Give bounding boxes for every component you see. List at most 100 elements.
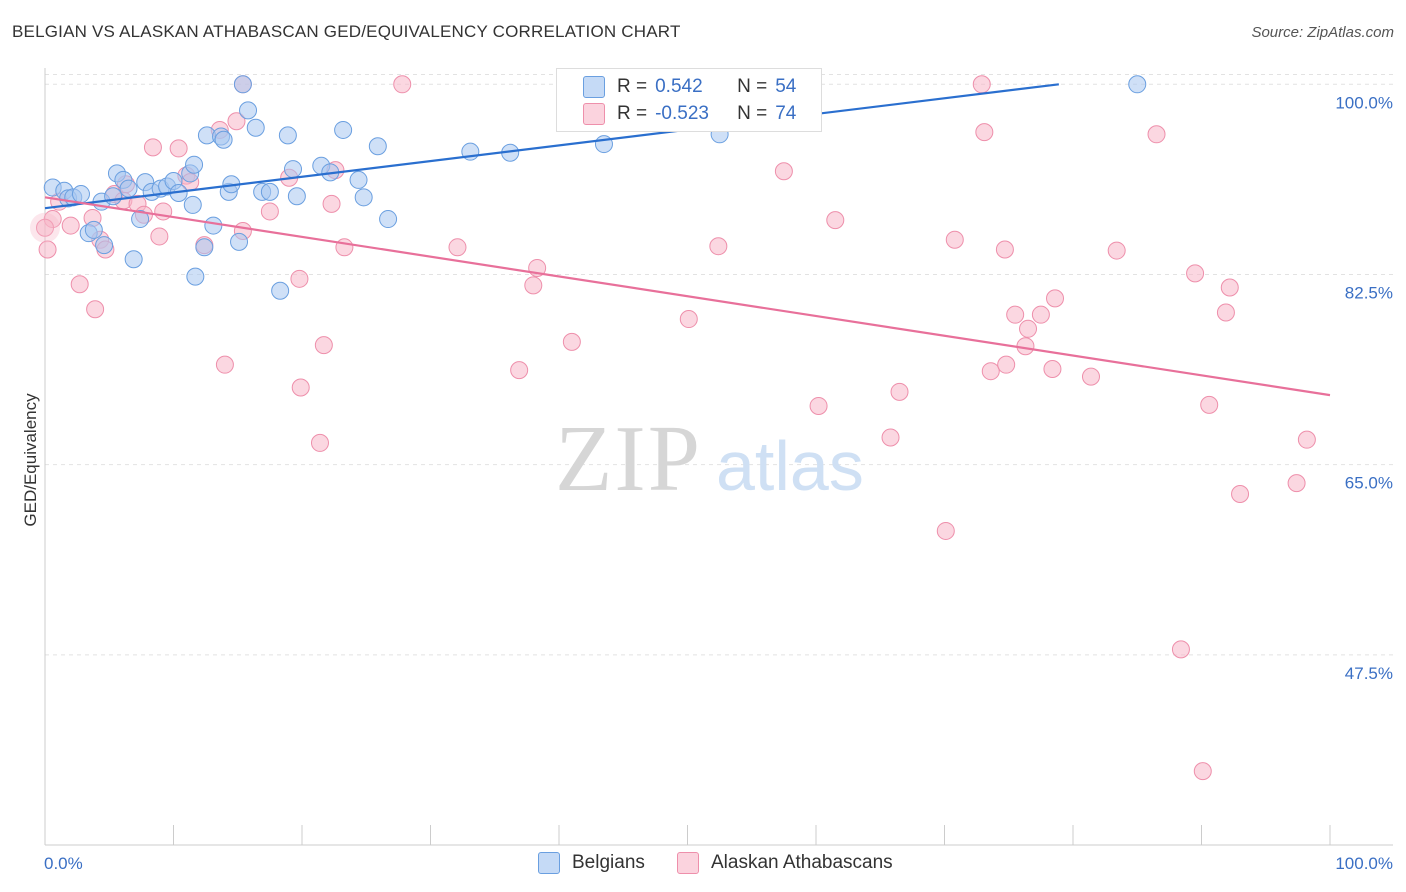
belgian-point [204, 216, 223, 235]
athabascan-trend-line [44, 196, 1331, 397]
legend-row-belgians: R = 0.542 N = 54 [583, 75, 796, 99]
athabascan-point [150, 227, 169, 246]
belgian-point [95, 236, 114, 255]
legend-label-athabascans: Alaskan Athabascans [711, 852, 893, 873]
athabascan-point [70, 275, 89, 294]
athabascan-point [169, 139, 188, 158]
belgian-point [354, 188, 373, 207]
y-tick-label: 65.0% [1345, 474, 1393, 493]
watermark-zip: ZIP [555, 407, 702, 511]
athabascan-point [335, 238, 354, 257]
belgian-point [1128, 75, 1147, 94]
belgian-point [349, 170, 368, 189]
athabascan-point [322, 194, 341, 213]
athabascan-point [290, 269, 309, 288]
athabascan-point [215, 355, 234, 374]
athabascan-point [1216, 303, 1235, 322]
legend-r-value: -0.523 [655, 103, 709, 124]
athabascan-point [936, 521, 955, 540]
athabascan-point [260, 202, 279, 221]
athabascan-point [1006, 305, 1025, 324]
athabascan-point [524, 276, 543, 295]
legend-label-belgians: Belgians [572, 852, 645, 873]
belgian-point [271, 281, 290, 300]
belgian-trend-line [44, 83, 1059, 210]
belgian-point [284, 160, 303, 179]
belgian-point [195, 238, 214, 257]
athabascan-point [679, 310, 698, 329]
athabascan-point [1043, 360, 1062, 379]
belgian-point [334, 120, 353, 139]
athabascan-point [890, 382, 909, 401]
watermark-atlas: atlas [716, 427, 864, 505]
athabascan-point [1220, 278, 1239, 297]
belgian-point [368, 137, 387, 156]
athabascan-point [510, 361, 529, 380]
athabascan-point [291, 378, 310, 397]
correlation-legend: R = 0.542 N = 54 R = -0.523 N = 74 [556, 68, 822, 132]
legend-swatch-pink [677, 852, 699, 874]
athabascan-point [774, 162, 793, 181]
athabascan-point [1031, 305, 1050, 324]
legend-swatch-blue [538, 852, 560, 874]
athabascan-point [945, 230, 964, 249]
watermark: ZIP atlas [555, 407, 864, 511]
series-legend: Belgians Alaskan Athabascans [0, 852, 1406, 878]
legend-item-belgians[interactable]: Belgians [538, 852, 645, 874]
athabascan-point [1297, 430, 1316, 449]
legend-r-value: 0.542 [655, 76, 703, 97]
athabascan-point [709, 237, 728, 256]
chart-title: BELGIAN VS ALASKAN ATHABASCAN GED/EQUIVA… [12, 22, 681, 41]
belgian-point [233, 75, 252, 94]
belgian-point [246, 118, 265, 137]
athabascan-point [1287, 474, 1306, 493]
y-tick-label: 47.5% [1345, 664, 1393, 683]
athabascan-point [881, 428, 900, 447]
athabascan-point [393, 75, 412, 94]
athabascan-point [61, 216, 80, 235]
athabascan-point [826, 211, 845, 230]
y-tick-label: 100.0% [1335, 93, 1393, 112]
athabascan-point [1019, 319, 1038, 338]
athabascan-point [310, 433, 329, 452]
x-tick-label: 100.0% [1335, 854, 1393, 873]
athabascan-point [809, 396, 828, 415]
y-axis-label: GED/Equivalency [21, 393, 40, 527]
athabascan-point [1107, 241, 1126, 260]
belgian-point [214, 130, 233, 149]
legend-swatch-pink [583, 103, 605, 125]
legend-item-athabascans[interactable]: Alaskan Athabascans [677, 852, 893, 874]
belgian-point [239, 101, 258, 120]
legend-n-value: 74 [775, 103, 797, 124]
belgian-point [230, 232, 249, 251]
athabascan-point [995, 240, 1014, 259]
belgian-point [379, 210, 398, 229]
belgian-point [278, 126, 297, 145]
belgian-point [131, 210, 150, 229]
athabascan-point [1200, 395, 1219, 414]
legend-r-label: R = [617, 103, 648, 124]
athabascan-point [1186, 264, 1205, 283]
athabascan-point [86, 300, 105, 319]
athabascan-point [997, 355, 1016, 374]
athabascan-point [1147, 125, 1166, 144]
belgian-point [124, 250, 143, 269]
legend-n-label: N = [737, 103, 768, 124]
athabascan-point [972, 75, 991, 94]
athabascan-point [227, 112, 246, 131]
cluster-point [30, 212, 60, 243]
data-points [30, 75, 1316, 781]
athabascan-point [1193, 762, 1212, 781]
legend-r-label: R = [617, 76, 648, 97]
tick-labels: 47.5% 65.0% 82.5% 100.0% 0.0% 100.0% [44, 93, 1393, 873]
x-tick-label: 0.0% [44, 854, 83, 873]
athabascan-point [1046, 289, 1065, 308]
athabascan-point [314, 336, 333, 355]
belgian-point [185, 155, 204, 174]
belgian-point [186, 267, 205, 286]
athabascan-point [38, 240, 57, 259]
belgian-point [119, 179, 138, 198]
athabascan-point [143, 138, 162, 157]
gridlines [45, 74, 1393, 656]
belgian-point [183, 195, 202, 214]
